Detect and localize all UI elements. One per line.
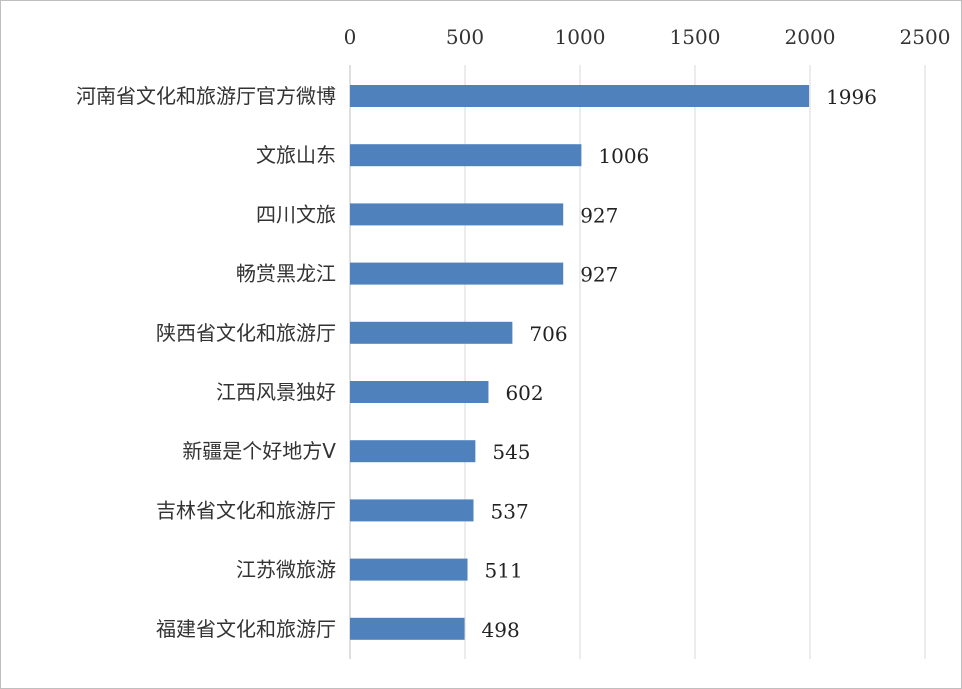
category-label: 河南省文化和旅游厅官方微博 xyxy=(76,84,336,108)
x-tick-label: 2500 xyxy=(900,25,951,49)
value-label: 511 xyxy=(485,559,523,583)
x-tick-label: 1500 xyxy=(670,25,721,49)
value-label: 602 xyxy=(505,381,543,405)
bar xyxy=(350,144,582,167)
value-labels: 1996 1006 927 927 706 602 545 537 511 498 xyxy=(482,85,877,642)
bar xyxy=(350,499,474,522)
bar xyxy=(350,440,476,463)
category-label: 江西风景独好 xyxy=(216,380,336,404)
bars xyxy=(350,85,810,640)
x-tick-label: 500 xyxy=(446,25,484,49)
bar xyxy=(350,321,513,344)
category-label: 四川文旅 xyxy=(256,202,336,226)
bar xyxy=(350,617,465,640)
value-label: 1996 xyxy=(826,85,877,109)
value-label: 927 xyxy=(580,203,618,227)
bar xyxy=(350,558,468,581)
x-tick-label: 2000 xyxy=(785,25,836,49)
category-label: 陕西省文化和旅游厅 xyxy=(156,321,336,345)
value-label: 706 xyxy=(529,322,567,346)
value-label: 545 xyxy=(492,440,530,464)
bar xyxy=(350,262,564,285)
x-tick-label: 0 xyxy=(344,25,357,49)
category-label: 吉林省文化和旅游厅 xyxy=(156,498,336,522)
value-label: 537 xyxy=(491,499,529,523)
category-label: 文旅山东 xyxy=(256,143,336,167)
x-tick-label: 1000 xyxy=(555,25,606,49)
value-label: 927 xyxy=(580,263,618,287)
category-label: 江苏微旅游 xyxy=(236,558,336,582)
value-label: 498 xyxy=(482,618,520,642)
category-label: 畅赏黑龙江 xyxy=(236,262,336,286)
bar xyxy=(350,85,810,107)
category-label: 新疆是个好地方V xyxy=(182,439,336,463)
category-labels: 河南省文化和旅游厅官方微博文旅山东四川文旅畅赏黑龙江陕西省文化和旅游厅江西风景独… xyxy=(76,84,336,641)
bar xyxy=(350,203,564,226)
x-axis-ticks: 0 500 1000 1500 2000 2500 xyxy=(344,25,951,49)
bar xyxy=(350,381,489,403)
category-label: 福建省文化和旅游厅 xyxy=(156,617,336,641)
value-label: 1006 xyxy=(598,144,649,168)
